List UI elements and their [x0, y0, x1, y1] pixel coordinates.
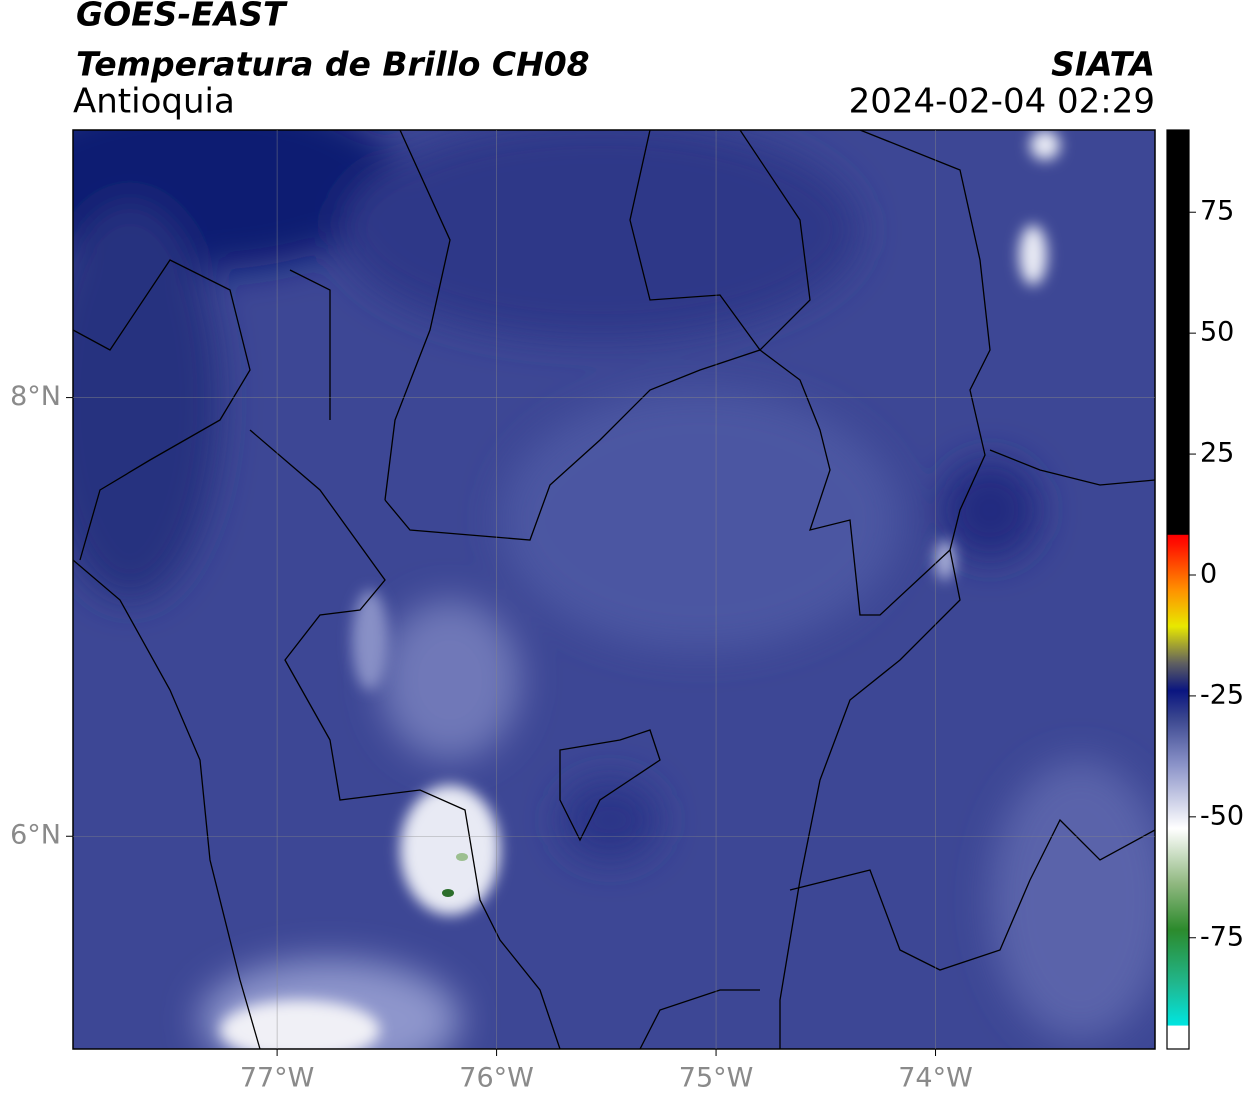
lon-tick-label: 74°W [898, 1063, 973, 1094]
region: Antioquia [73, 82, 235, 122]
colorbar-tick-label: -50 [1200, 800, 1244, 831]
title: GOES-EAST [76, 0, 288, 34]
map-frame [72, 129, 1156, 1050]
lat-tick-label: 6°N [10, 820, 61, 851]
colorbar [1166, 129, 1190, 1050]
source: SIATA [1051, 45, 1155, 84]
colorbar-tick-label: 0 [1200, 558, 1217, 589]
colorbar-tick-label: -25 [1200, 679, 1244, 710]
lon-tick-label: 75°W [679, 1063, 754, 1094]
satellite-image [73, 130, 1155, 1049]
colorbar-tick-label: -75 [1200, 921, 1244, 952]
subtitle: Temperatura de Brillo CH08 [76, 45, 590, 84]
lon-tick-label: 77°W [240, 1063, 315, 1094]
colorbar-tick-label: 75 [1200, 196, 1234, 227]
lon-tick-label: 76°W [459, 1063, 534, 1094]
lat-tick-label: 8°N [10, 381, 61, 412]
colorbar-tick-label: 25 [1200, 438, 1234, 469]
datetime: 2024-02-04 02:29 [849, 82, 1155, 122]
colorbar-tick-label: 50 [1200, 317, 1234, 348]
